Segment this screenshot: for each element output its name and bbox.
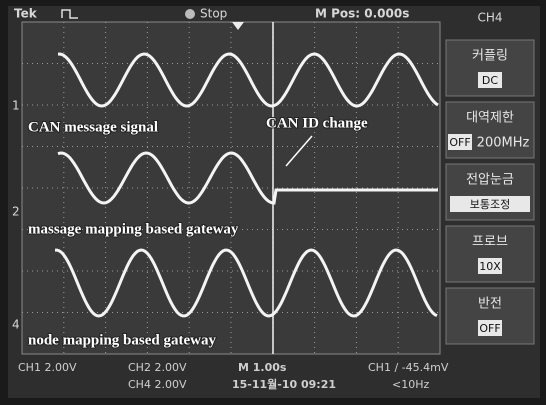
- menu-title: 전압눈금: [466, 173, 514, 188]
- channel-marker: 4: [12, 318, 20, 332]
- menu-title: 커플링: [472, 49, 508, 64]
- status: CH4 2.00V: [128, 378, 187, 391]
- position: M Pos: 0.000s: [315, 7, 409, 21]
- status: 15-11월-10 09:21: [232, 377, 336, 391]
- menu-value: OFF: [479, 322, 500, 335]
- menu-extra: 200MHz: [477, 136, 530, 151]
- annotation: massage mapping based gateway: [28, 221, 239, 237]
- annotation: CAN ID change: [266, 115, 368, 131]
- status: CH1 2.00V: [18, 361, 77, 374]
- channel-marker: 1: [12, 99, 20, 113]
- status: CH1 ∕ -45.4mV: [368, 361, 449, 374]
- annotation: node mapping based gateway: [28, 332, 216, 348]
- menu-value: OFF: [449, 136, 470, 149]
- status: CH2 2.00V: [128, 361, 187, 374]
- menu-title: 프로브: [472, 235, 508, 250]
- status: M 1.00s: [238, 361, 287, 374]
- run-state: Stop: [200, 7, 227, 21]
- menu-value: 보통조정: [470, 198, 510, 211]
- status: <10Hz: [392, 378, 429, 391]
- menu-value: DC: [482, 74, 498, 87]
- menu-title: 반전: [478, 297, 502, 312]
- annotation: CAN message signal: [28, 119, 158, 135]
- oscilloscope: Tek Stop M Pos: 0.000s CH4 커플링 DC 대역제한 OFF 2…: [0, 0, 546, 405]
- brand: Tek: [14, 7, 38, 21]
- stop-icon: [185, 9, 195, 19]
- menu-title: 대역제한: [466, 111, 514, 126]
- menu-value: 10X: [479, 260, 501, 273]
- channel: CH4: [477, 11, 502, 25]
- channel-marker: 2: [12, 205, 20, 219]
